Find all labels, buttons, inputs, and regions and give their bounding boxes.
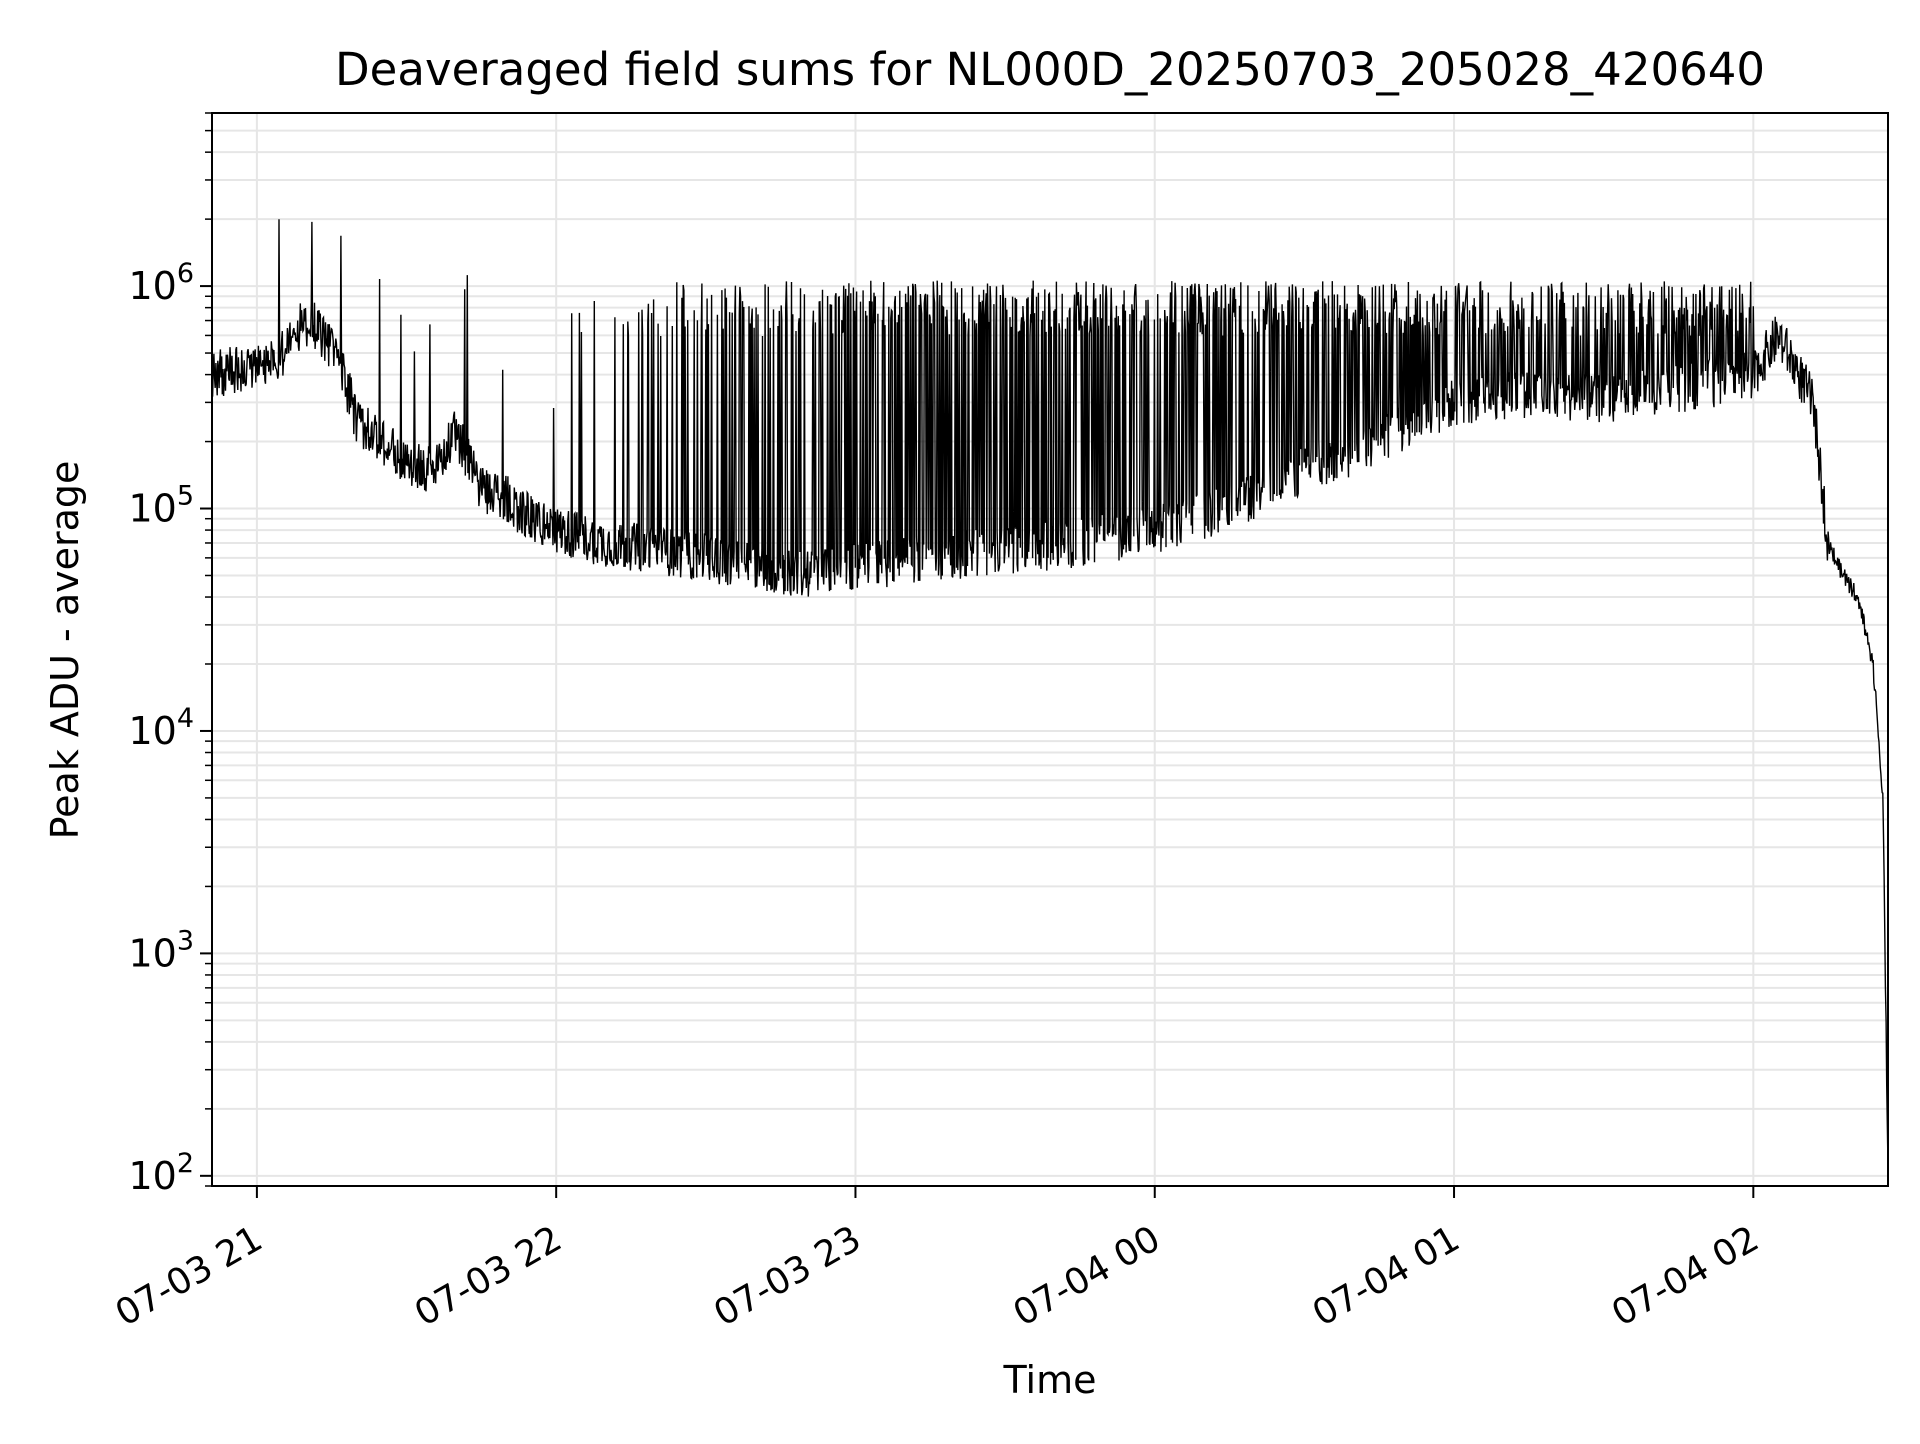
- y-tick-exponent: 4: [177, 703, 194, 734]
- y-tick-exponent: 3: [177, 925, 194, 956]
- y-tick-exponent: 2: [177, 1148, 194, 1179]
- x-axis-label: Time: [1003, 1358, 1097, 1402]
- plot-frame: [211, 112, 1889, 1187]
- y-tick-exponent: 5: [177, 481, 194, 512]
- chart-title: Deaveraged field sums for NL000D_2025070…: [335, 43, 1765, 96]
- y-tick-exponent: 6: [177, 258, 194, 289]
- series-line: [211, 219, 1889, 1168]
- data-layer: [211, 219, 1889, 1168]
- y-axis-label: Peak ADU - average: [43, 461, 87, 840]
